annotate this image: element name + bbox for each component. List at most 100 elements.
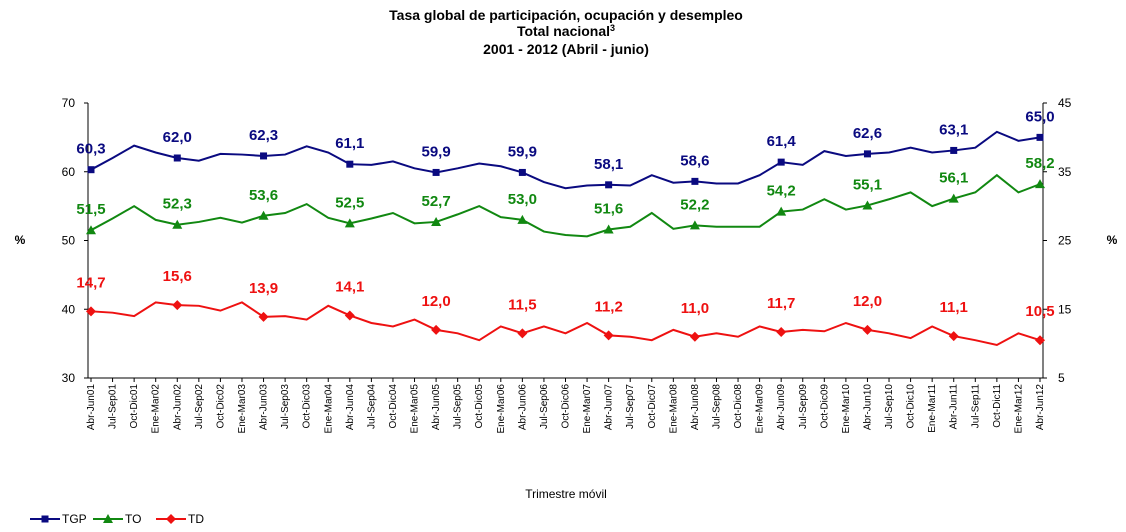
x-tick-label: Jul-Sep01 [108,384,119,429]
value-label: 62,3 [249,127,278,144]
data-point [260,152,268,160]
data-point [258,311,269,322]
data-point [258,210,269,220]
value-label: 13,9 [249,280,278,297]
x-tick-label: Ene-Mar06 [496,384,507,434]
value-label: 14,7 [76,274,105,291]
data-point [1035,335,1045,346]
data-point [87,166,95,174]
value-label: 58,2 [1025,155,1054,172]
data-point [950,146,958,154]
x-tick-label: Abr-Jun08 [690,384,701,431]
x-tick-label: Oct-Dic06 [561,384,572,429]
y2-axis-label: % [1107,233,1118,247]
value-label: 58,6 [680,152,709,169]
value-label: 63,1 [939,121,968,138]
series-line [90,173,1041,238]
y-tick-label: 50 [62,234,76,248]
value-label: 11,1 [940,299,968,316]
value-label: 12,0 [421,293,450,310]
data-point [346,160,354,168]
y2-tick-label: 15 [1058,302,1072,316]
x-tick-label: Jul-Sep03 [280,384,291,429]
value-label: 55,1 [853,176,882,193]
x-tick-label: Oct-Dic10 [906,384,917,429]
x-tick-label: Ene-Mar04 [323,384,334,434]
data-point [172,300,183,311]
x-tick-label: Abr-Jun02 [172,384,183,431]
y2-tick-label: 45 [1058,96,1072,110]
x-tick-label: Abr-Jun05 [431,384,442,431]
x-tick-label: Jul-Sep02 [194,384,205,429]
x-tick-label: Oct-Dic08 [733,384,744,429]
value-label: 62,6 [853,125,882,142]
value-label: 51,5 [76,201,105,218]
legend-label: TO [125,512,141,526]
value-label: 52,2 [680,196,709,213]
data-point [432,168,440,176]
data-point [86,306,96,317]
x-tick-label: Oct-Dic01 [129,384,140,429]
x-tick-label: Abr-Jun07 [604,384,615,431]
x-tick-label: Ene-Mar02 [151,384,162,434]
value-label: 51,6 [594,201,623,218]
x-tick-label: Jul-Sep06 [539,384,550,429]
x-tick-label: Jul-Sep05 [453,384,464,429]
legend-label: TGP [62,512,87,526]
value-label: 61,1 [335,135,364,152]
data-point [862,200,873,210]
value-label: 52,7 [421,193,450,210]
data-point [1036,133,1044,141]
series-line [90,130,1041,190]
value-label: 59,9 [421,143,450,160]
value-label: 10,5 [1025,303,1054,320]
value-label: 54,2 [767,183,796,200]
x-tick-label: Abr-Jun11 [949,384,960,430]
x-tick-label: Ene-Mar08 [668,384,679,434]
chart-title: Tasa global de participación, ocupación … [389,7,743,23]
x-tick-label: Ene-Mar07 [582,384,593,434]
value-label: 15,6 [163,268,192,285]
data-point [948,193,959,203]
series-line [90,301,1041,347]
x-tick-label: Oct-Dic11 [992,384,1003,428]
value-label: 11,7 [767,295,795,312]
x-tick-label: Abr-Jun12 [1035,384,1046,431]
data-point [777,158,785,166]
data-point [431,216,442,226]
y2-tick-label: 5 [1058,371,1065,385]
legend-label: TD [188,512,204,526]
value-label: 11,0 [681,300,709,317]
x-tick-label: Ene-Mar10 [841,384,852,434]
value-label: 11,5 [508,296,536,313]
y-tick-label: 60 [62,165,76,179]
value-label: 60,3 [76,141,105,158]
x-tick-label: Jul-Sep08 [711,384,722,429]
x-tick-label: Jul-Sep11 [970,384,981,429]
data-point [517,214,528,224]
data-point [776,326,787,337]
data-point [1035,179,1045,189]
x-tick-label: Abr-Jun06 [517,384,528,431]
x-tick-label: Ene-Mar03 [237,384,248,434]
data-point [689,331,700,342]
x-tick-label: Ene-Mar11 [927,384,938,433]
data-point [603,224,614,234]
legend-marker [166,514,176,524]
chart-subtitle: Total nacional3 [517,23,615,39]
x-tick-label: Oct-Dic07 [647,384,658,429]
x-tick-label: Abr-Jun10 [862,384,873,431]
x-tick-label: Jul-Sep07 [625,384,636,429]
y2-tick-label: 25 [1058,234,1072,248]
x-tick-label: Abr-Jun09 [776,384,787,431]
data-point [344,218,355,228]
x-tick-label: Ene-Mar12 [1013,384,1024,434]
data-point [691,177,699,185]
x-tick-label: Oct-Dic04 [388,384,399,429]
value-label: 53,0 [508,191,537,208]
footnote-mark: 3 [610,23,615,33]
x-tick-label: Jul-Sep09 [798,384,809,429]
x-tick-label: Abr-Jun04 [345,384,356,431]
data-point [344,310,355,321]
